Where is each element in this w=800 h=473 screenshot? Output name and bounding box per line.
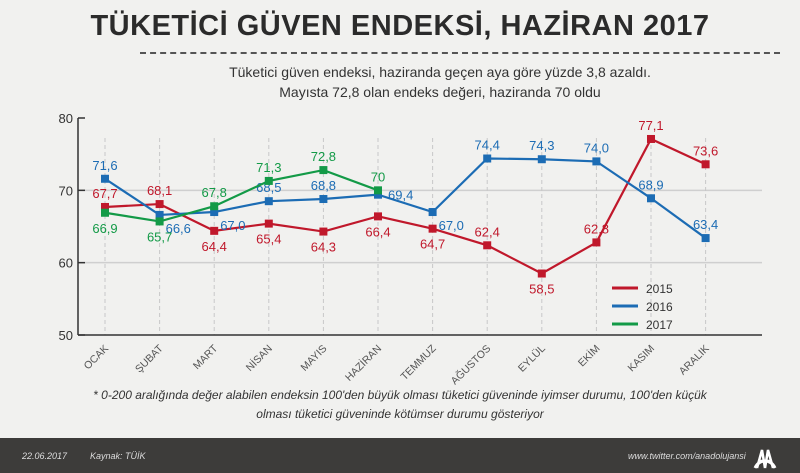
data-label-2015: 67,7 <box>92 186 117 201</box>
y-tick-label: 70 <box>59 183 73 198</box>
series-line-2016 <box>104 157 707 239</box>
data-label-2016: 67,0 <box>220 218 245 233</box>
legend-label-2016: 2016 <box>646 300 673 314</box>
data-point-2015 <box>537 269 546 278</box>
series-line-2015 <box>104 137 707 275</box>
data-point-2016 <box>428 208 437 217</box>
data-point-2017 <box>264 176 273 185</box>
line-chart: 50 60 70 80 OCAK ŞUBAT MART NİSAN MAYIS HAZİRAN TE… <box>59 111 762 387</box>
legend-label-2015: 2015 <box>646 282 673 296</box>
footnote-line-2: olması tüketici güveninde kötümser durum… <box>256 407 544 421</box>
y-tick-label: 50 <box>59 328 73 343</box>
series-line-2017 <box>104 168 379 223</box>
anadolu-logo-icon <box>753 449 777 469</box>
data-label-2015: 62,8 <box>584 221 609 236</box>
x-tick-label: EKİM <box>575 342 602 369</box>
data-label-2015: 58,5 <box>529 282 554 297</box>
data-label-2015: 73,6 <box>693 143 718 158</box>
data-point-2015 <box>319 227 328 236</box>
data-point-2016 <box>537 155 546 164</box>
x-tick-label: OCAK <box>82 343 112 373</box>
data-label-2015: 64,7 <box>420 237 445 252</box>
data-point-2015 <box>264 219 273 228</box>
footer-twitter-link[interactable]: www.twitter.com/anadolujansi <box>628 451 746 461</box>
data-point-2016 <box>101 174 109 183</box>
x-tick-label: TEMMUZ <box>398 342 439 383</box>
data-label-2015: 66,4 <box>365 224 390 239</box>
data-point-2016 <box>701 234 710 243</box>
data-point-2017 <box>319 166 328 175</box>
data-point-2015 <box>101 202 109 211</box>
x-tick-label: KASIM <box>626 343 658 375</box>
data-point-2015 <box>374 212 382 221</box>
x-tick-label: HAZİRAN <box>342 342 384 384</box>
data-label-2016: 66,6 <box>166 221 191 236</box>
data-point-2016 <box>374 190 382 199</box>
data-point-2016 <box>647 194 655 203</box>
data-label-2016: 74,3 <box>529 138 554 153</box>
data-label-2016: 63,4 <box>693 217 718 232</box>
footnote: * 0-200 aralığında değer alabilen endeks… <box>90 386 710 424</box>
data-label-2015: 68,1 <box>147 183 172 198</box>
x-tick-label: MART <box>191 342 221 372</box>
data-label-2017: 66,9 <box>92 221 117 236</box>
data-label-2016: 74,4 <box>475 138 500 153</box>
data-point-2017 <box>210 202 219 211</box>
title-divider <box>140 52 780 54</box>
data-point-2016 <box>155 210 164 219</box>
footer-source: Kaynak: TÜİK <box>90 451 146 461</box>
data-label-2017: 65,7 <box>147 229 172 244</box>
data-point-2016 <box>264 197 273 206</box>
data-point-2015 <box>483 241 492 250</box>
data-label-2016: 67,0 <box>439 218 464 233</box>
data-label-2017: 72,8 <box>311 149 336 164</box>
subtitle-line-2: Mayısta 72,8 olan endeks değeri, haziran… <box>279 84 601 100</box>
subtitle-line-1: Tüketici güven endeksi, haziranda geçen … <box>229 64 651 80</box>
footer: 22.06.2017 Kaynak: TÜİK www.twitter.com/… <box>0 438 800 473</box>
data-point-2015 <box>155 200 164 209</box>
data-point-2017 <box>155 217 164 226</box>
data-point-2016 <box>592 157 601 166</box>
data-label-2016: 69,4 <box>388 188 413 203</box>
footer-date: 22.06.2017 <box>22 451 68 461</box>
data-label-2017: 71,3 <box>256 160 281 175</box>
data-label-2016: 74,0 <box>584 140 609 155</box>
page-title: TÜKETİCİ GÜVEN ENDEKSİ, HAZİRAN 2017 <box>90 10 710 42</box>
data-label-2015: 62,4 <box>475 224 500 239</box>
y-tick-label: 60 <box>59 256 73 271</box>
legend-label-2017: 2017 <box>646 318 673 332</box>
data-label-2016: 71,6 <box>92 158 117 173</box>
data-point-2016 <box>483 154 492 163</box>
data-point-2015 <box>592 238 601 247</box>
data-point-2016 <box>210 208 219 217</box>
data-point-2015 <box>428 224 437 233</box>
data-point-2015 <box>210 226 219 235</box>
data-label-2015: 77,1 <box>638 118 663 133</box>
x-tick-label: AĞUSTOS <box>448 342 493 387</box>
data-point-2017 <box>101 208 109 217</box>
data-label-2015: 64,3 <box>311 240 336 255</box>
x-tick-label: ŞUBAT <box>133 342 166 375</box>
footnote-line-1: * 0-200 aralığında değer alabilen endeks… <box>93 388 707 402</box>
x-tick-label: NİSAN <box>243 342 275 374</box>
data-label-2017: 70 <box>371 169 385 184</box>
data-label-2015: 65,4 <box>256 232 281 247</box>
data-label-2016: 68,8 <box>311 178 336 193</box>
data-point-2015 <box>647 134 655 143</box>
data-point-2015 <box>701 160 710 169</box>
x-tick-label: MAYIS <box>298 343 329 374</box>
data-point-2017 <box>374 186 382 195</box>
data-point-2016 <box>319 195 328 204</box>
data-label-2015: 64,4 <box>202 239 227 254</box>
data-label-2017: 67,8 <box>202 185 227 200</box>
x-tick-label: EYLÜL <box>516 343 548 375</box>
data-label-2016: 68,9 <box>638 177 663 192</box>
y-tick-label: 80 <box>59 111 73 126</box>
x-tick-label: ARALIK <box>677 343 712 378</box>
